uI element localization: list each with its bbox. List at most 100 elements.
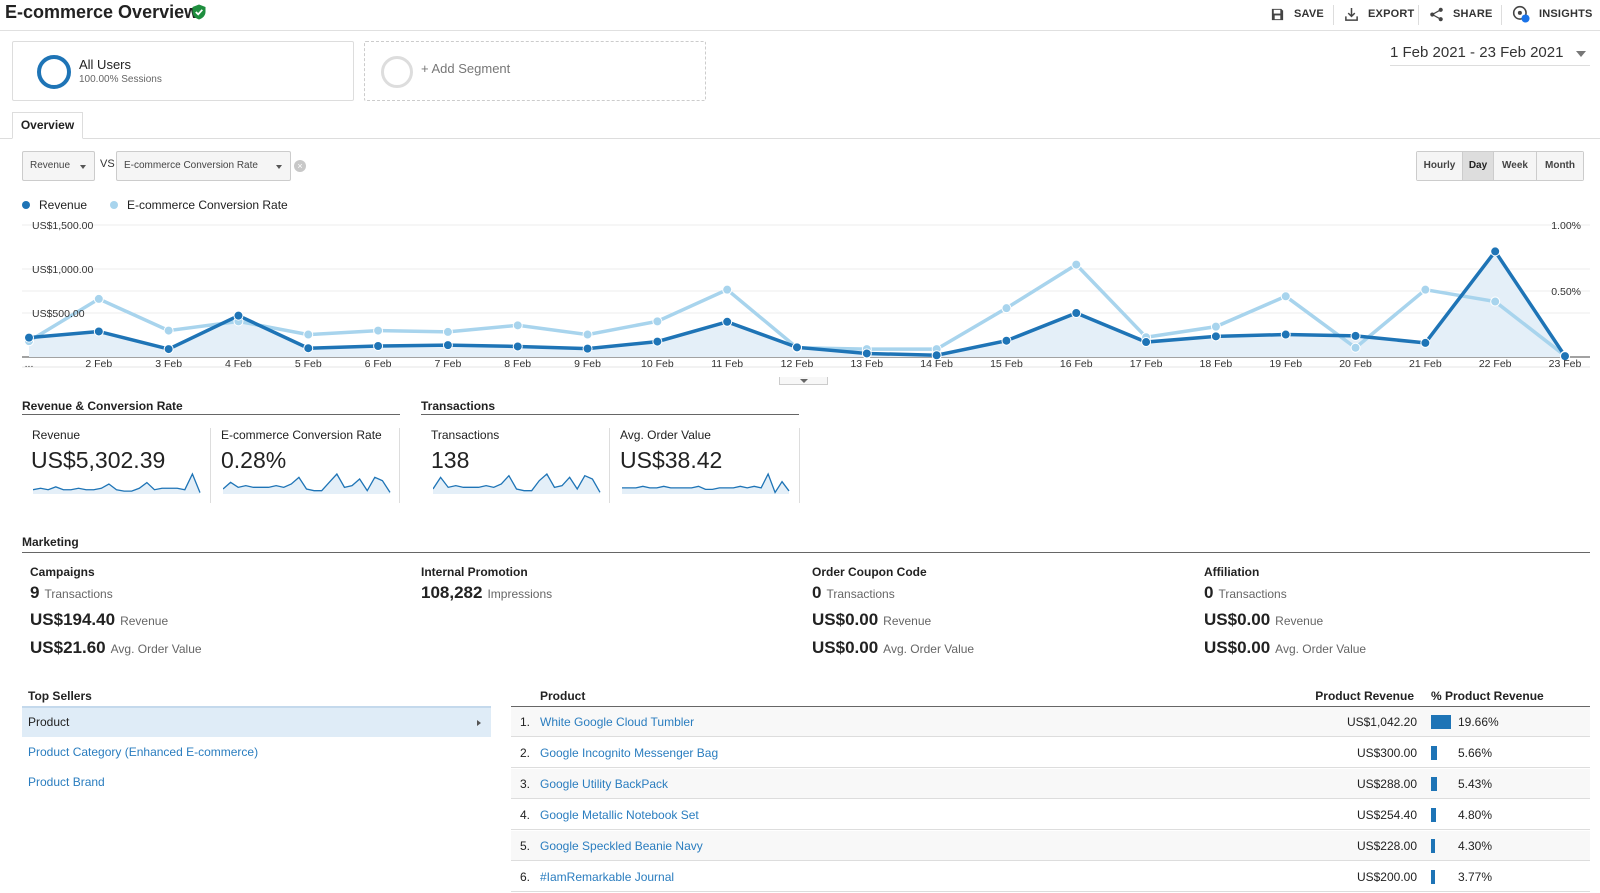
chevron-down-icon [276, 165, 282, 169]
revenue-conversion-title: Revenue & Conversion Rate [22, 399, 183, 413]
data-point [512, 320, 523, 331]
scorecard-divider [799, 428, 800, 503]
data-point [1071, 308, 1082, 318]
data-point [1141, 337, 1152, 348]
chevron-right-icon [477, 720, 481, 726]
add-segment-button[interactable]: + Add Segment [364, 41, 706, 101]
row-index: 5. [520, 839, 531, 853]
header-divider [1333, 5, 1334, 25]
affiliation-revenue: US$0.00 Revenue [1204, 610, 1324, 629]
product-link[interactable]: White Google Cloud Tumbler [540, 715, 695, 729]
sparkline-line [433, 472, 601, 493]
product-link[interactable]: Google Metallic Notebook Set [540, 808, 699, 822]
legend-dot-icon [110, 201, 118, 209]
chart-collapse-handle[interactable] [779, 377, 828, 385]
x-tick-label: 20 Feb [1339, 358, 1372, 370]
legend-dot-icon [22, 201, 30, 209]
export-button[interactable]: EXPORT [1344, 3, 1414, 25]
coupon-revenue: US$0.00 Revenue [812, 610, 932, 629]
data-point [582, 329, 593, 340]
row-index: 6. [520, 870, 531, 884]
y-left-tick-label: US$1,000.00 [32, 264, 93, 276]
data-point [1001, 335, 1012, 346]
legend-conversion-label: E-commerce Conversion Rate [127, 198, 288, 212]
x-tick-label: 19 Feb [1269, 358, 1302, 370]
data-point [93, 326, 104, 337]
x-tick-label: 10 Feb [641, 358, 674, 370]
segment-title: All Users [79, 57, 132, 72]
product-link[interactable]: #IamRemarkable Journal [540, 870, 675, 884]
campaigns-heading: Campaigns [30, 565, 95, 579]
coupon-heading: Order Coupon Code [812, 565, 927, 579]
campaigns-transactions: 9 Transactions [30, 583, 113, 602]
tab-overview[interactable]: Overview [12, 112, 83, 139]
sparkline-area [223, 474, 390, 494]
share-icon [1430, 7, 1443, 21]
campaigns-revenue: US$194.40 Revenue [30, 610, 169, 629]
month-button[interactable]: Month [1537, 152, 1583, 180]
segment-all-users[interactable]: All Users 100.00% Sessions [12, 41, 354, 101]
chevron-down-icon [1576, 51, 1586, 57]
affiliation-aov: US$0.00 Avg. Order Value [1204, 638, 1367, 657]
primary-metric-select[interactable]: Revenue [22, 151, 95, 181]
sparkline-area [33, 474, 200, 494]
y-right-tick-label: 0.50% [1551, 286, 1581, 298]
secondary-metric-value: E-commerce Conversion Rate [124, 160, 258, 171]
y-left-tick-label: US$500.00 [32, 308, 85, 320]
data-point [1490, 296, 1501, 307]
insights-label: INSIGHTS [1539, 8, 1593, 20]
row-index: 1. [520, 715, 531, 729]
date-range-picker[interactable]: 1 Feb 2021 - 23 Feb 2021 [1390, 42, 1590, 66]
pct-value: 3.77% [1458, 870, 1493, 884]
aov-sparkline [622, 472, 790, 494]
granularity-toggle: Hourly Day Week Month [1416, 151, 1584, 181]
x-tick-label: 13 Feb [850, 358, 883, 370]
col-pct-header: % Product Revenue [1431, 689, 1544, 703]
top-sellers-brand-link[interactable]: Product Brand [28, 775, 105, 789]
scorecard-value: 138 [431, 447, 470, 473]
week-button[interactable]: Week [1494, 152, 1537, 180]
col-product-header: Product [540, 689, 586, 703]
hourly-button[interactable]: Hourly [1417, 152, 1463, 180]
affiliation-heading: Affiliation [1204, 565, 1260, 579]
table-row: 6. #IamRemarkable Journal US$200.00 3.77% [511, 862, 1590, 892]
pct-bar [1431, 870, 1435, 884]
section-rule [421, 414, 799, 415]
x-tick-label: 11 Feb [711, 358, 743, 370]
x-tick-label: 4 Feb [225, 358, 252, 370]
share-button[interactable]: SHARE [1429, 3, 1493, 25]
data-point [792, 342, 802, 353]
overview-line-chart: US$500.00 US$1,000.00 US$1,500.00 0.50% 1.00… [22, 220, 1590, 370]
data-point [1210, 331, 1221, 342]
day-button[interactable]: Day [1463, 152, 1494, 180]
y-right-tick-label: 1.00% [1551, 220, 1581, 232]
top-sellers-category-link[interactable]: Product Category (Enhanced E-commerce) [28, 745, 259, 759]
data-point [442, 326, 453, 337]
secondary-metric-select[interactable]: E-commerce Conversion Rate [116, 151, 291, 181]
legend-conversion-rate: E-commerce Conversion Rate [110, 198, 288, 212]
x-tick-label: ... [25, 358, 34, 370]
save-button[interactable]: SAVE [1270, 3, 1324, 25]
pct-value: 5.43% [1458, 777, 1493, 791]
x-tick-label: 21 Feb [1409, 358, 1442, 370]
clear-metric-icon[interactable]: × [294, 160, 306, 172]
insights-icon [1512, 5, 1530, 23]
verified-shield-icon [192, 4, 206, 20]
product-link[interactable]: Google Utility BackPack [540, 777, 669, 791]
data-point [1350, 342, 1361, 353]
pct-value: 19.66% [1458, 715, 1499, 729]
data-point [373, 325, 384, 336]
pct-bar [1431, 715, 1451, 729]
insights-button[interactable]: INSIGHTS [1512, 3, 1593, 25]
data-point [1490, 246, 1501, 257]
legend-revenue-label: Revenue [39, 198, 88, 212]
x-tick-label: 18 Feb [1200, 358, 1233, 370]
top-sellers-product-item[interactable]: Product [22, 708, 491, 737]
product-link[interactable]: Google Speckled Beanie Navy [540, 839, 703, 853]
coupon-transactions: 0 Transactions [812, 583, 895, 602]
sparkline-line [223, 472, 391, 493]
scorecard-label: Transactions [431, 428, 500, 442]
section-rule [22, 552, 1590, 553]
product-link[interactable]: Google Incognito Messenger Bag [540, 746, 719, 760]
data-point [93, 293, 104, 304]
